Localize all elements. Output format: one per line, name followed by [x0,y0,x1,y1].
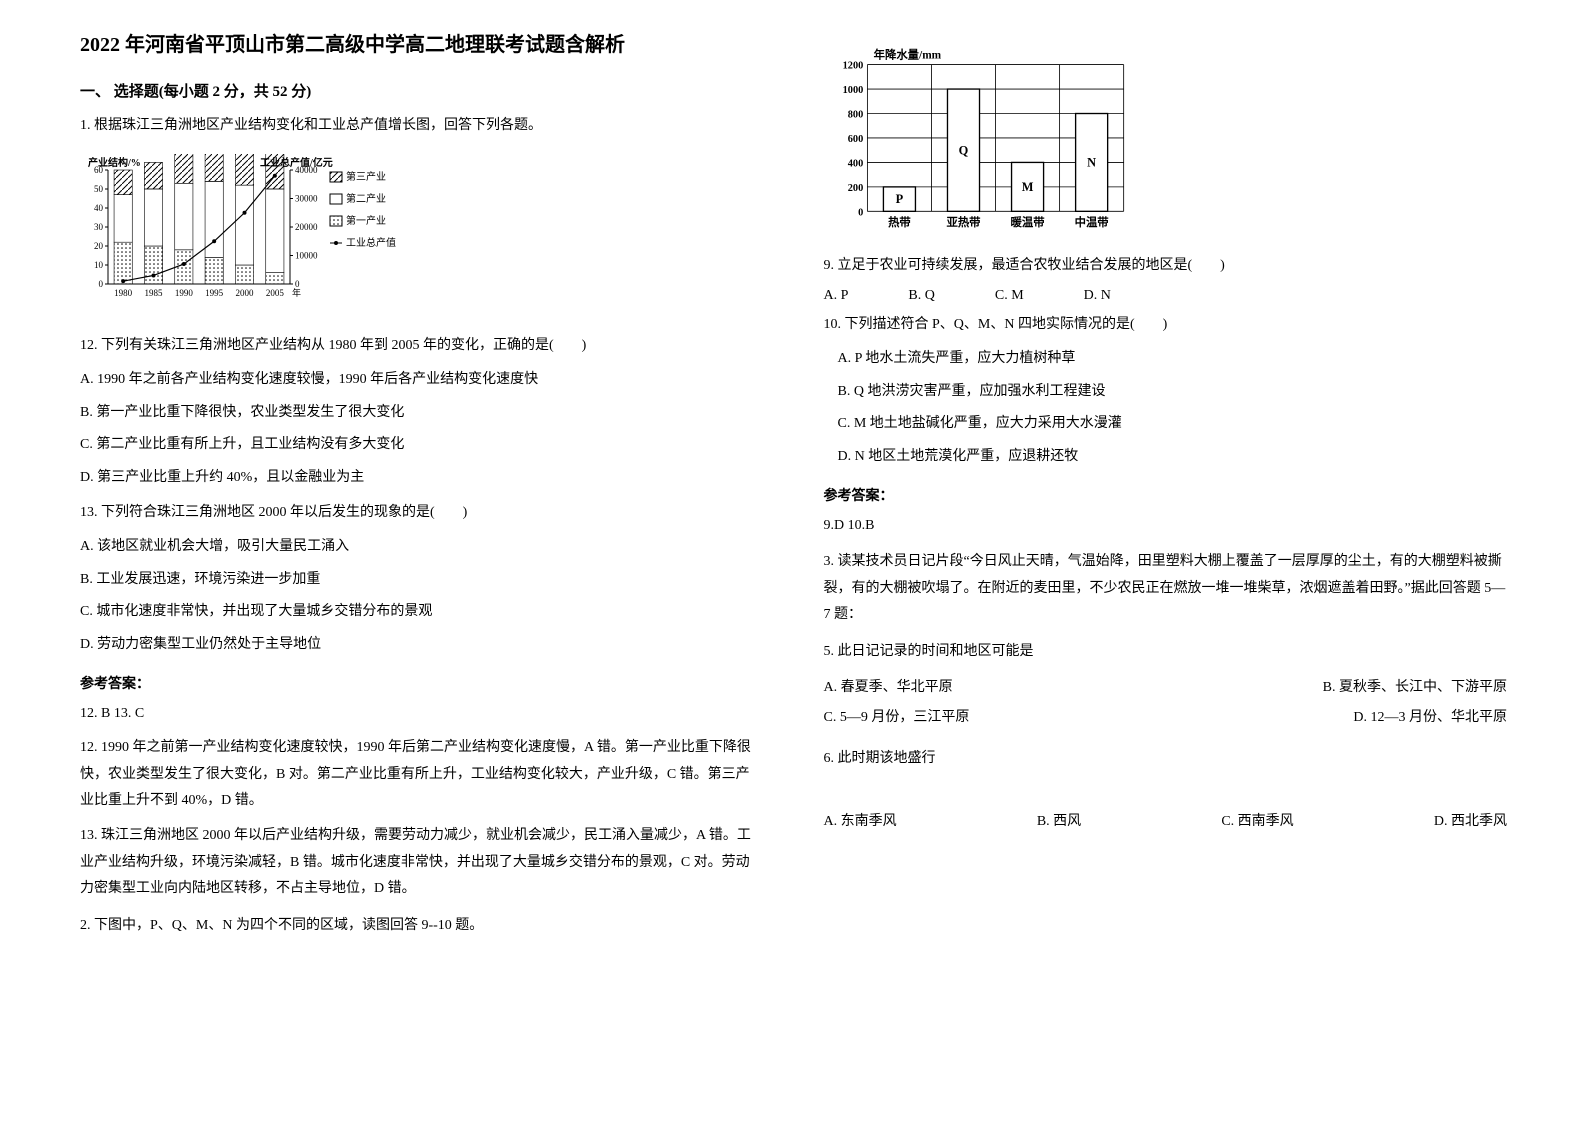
svg-text:600: 600 [847,134,863,145]
left-column: 2022 年河南省平顶山市第二高级中学高二地理联考试题含解析 一、 选择题(每小… [50,30,794,1092]
svg-text:10: 10 [94,260,104,270]
svg-text:40: 40 [94,203,104,213]
svg-text:2000: 2000 [236,288,255,298]
q3-stem: 3. 读某技术员日记片段“今日风止天晴，气温始降，田里塑料大棚上覆盖了一层厚厚的… [824,549,1508,629]
expl-13: 13. 珠江三角洲地区 2000 年以后产业结构升级，需要劳动力减少，就业机会减… [80,823,764,903]
svg-text:年: 年 [292,287,301,298]
q6-opt-a: A. 东南季风 [824,810,897,830]
svg-text:年降水量/mm: 年降水量/mm [873,47,941,61]
svg-text:200: 200 [847,183,863,194]
svg-text:工业总产值: 工业总产值 [346,236,396,249]
svg-text:1995: 1995 [205,288,224,298]
ans-12-13: 12. B 13. C [80,701,764,728]
svg-text:热带: 热带 [888,215,911,229]
q9-opt-a: A. P [824,288,849,304]
svg-text:1980: 1980 [114,288,133,298]
svg-text:20: 20 [94,241,104,251]
q12: 12. 下列有关珠江三角洲地区产业结构从 1980 年到 2005 年的变化，正… [80,333,764,360]
q1-stem: 1. 根据珠江三角洲地区产业结构变化和工业总产值增长图，回答下列各题。 [80,113,764,140]
svg-text:20000: 20000 [295,222,318,232]
q6-opt-b: B. 西风 [1037,810,1081,830]
q13-opt-b: B. 工业发展迅速，环境污染进一步加重 [80,567,764,594]
svg-text:1200: 1200 [842,61,863,72]
q5-opt-b: B. 夏秋季、长江中、下游平原 [1323,676,1507,696]
svg-text:第三产业: 第三产业 [346,170,386,183]
q10-opt-a: A. P 地水土流失严重，应大力植树种草 [824,346,1508,373]
doc-title: 2022 年河南省平顶山市第二高级中学高二地理联考试题含解析 [80,30,764,60]
svg-text:P: P [895,192,903,206]
svg-text:第一产业: 第一产业 [346,214,386,227]
ans-9-10: 9.D 10.B [824,513,1508,540]
svg-text:50: 50 [94,184,104,194]
svg-text:N: N [1087,156,1096,170]
expl-12: 12. 1990 年之前第一产业结构变化速度较快，1990 年后第二产业结构变化… [80,735,764,815]
svg-text:M: M [1021,180,1033,194]
q13-opt-c: C. 城市化速度非常快，并出现了大量城乡交错分布的景观 [80,599,764,626]
q10-opt-c: C. M 地土地盐碱化严重，应大力采用大水漫灌 [824,411,1508,438]
q5-opt-d: D. 12—3 月份、华北平原 [1353,706,1507,726]
q10-opt-d: D. N 地区土地荒漠化严重，应退耕还牧 [824,444,1508,471]
section-1-heading: 一、 选择题(每小题 2 分，共 52 分) [80,80,764,101]
svg-text:400: 400 [847,159,863,170]
q13-opt-a: A. 该地区就业机会大增，吸引大量民工涌入 [80,534,764,561]
svg-text:中温带: 中温带 [1074,215,1109,229]
q5-opt-a: A. 春夏季、华北平原 [824,676,953,696]
q12-opt-a: A. 1990 年之前各产业结构变化速度较慢，1990 年后各产业结构变化速度快 [80,367,764,394]
q9-opts: A. P B. Q C. M D. N [824,288,1508,304]
q9-opt-c: C. M [995,288,1024,304]
svg-text:10000: 10000 [295,250,318,260]
right-column: 年降水量/mm 0 200 400 600 800 1000 1200 P Q M N 热带 亚热带 暖温带… [794,30,1538,1092]
svg-text:2005: 2005 [266,288,285,298]
svg-text:1000: 1000 [842,85,863,96]
q2-stem: 2. 下图中，P、Q、M、N 为四个不同的区域，读图回答 9--10 题。 [80,913,764,940]
q9: 9. 立足于农业可持续发展，最适合农牧业结合发展的地区是( ) [824,253,1508,280]
q6: 6. 此时期该地盛行 [824,746,1508,773]
q12-opt-d: D. 第三产业比重上升约 40%，且以金融业为主 [80,465,764,492]
q5: 5. 此日记记录的时间和地区可能是 [824,639,1508,666]
svg-text:0: 0 [99,279,104,289]
q9-opt-d: D. N [1084,288,1111,304]
svg-text:Q: Q [958,143,968,157]
q12-opt-b: B. 第一产业比重下降很快，农业类型发生了很大变化 [80,400,764,427]
svg-text:暖温带: 暖温带 [1010,215,1045,229]
svg-text:800: 800 [847,110,863,121]
svg-text:1990: 1990 [175,288,194,298]
q13-opt-d: D. 劳动力密集型工业仍然处于主导地位 [80,632,764,659]
svg-text:30: 30 [94,222,104,232]
svg-text:1985: 1985 [145,288,164,298]
q10-opt-b: B. Q 地洪涝灾害严重，应加强水利工程建设 [824,379,1508,406]
q12-opt-c: C. 第二产业比重有所上升，且工业结构没有多大变化 [80,432,764,459]
svg-text:0: 0 [858,207,863,218]
answer-label-2: 参考答案： [824,485,1508,505]
chart-2: 年降水量/mm 0 200 400 600 800 1000 1200 P Q M N 热带 亚热带 暖温带… [824,44,1508,239]
q10: 10. 下列描述符合 P、Q、M、N 四地实际情况的是( ) [824,312,1508,339]
answer-label-1: 参考答案： [80,673,764,693]
q9-opt-b: B. Q [908,288,934,304]
q5-opt-c: C. 5—9 月份，三江平原 [824,706,970,726]
svg-text:30000: 30000 [295,193,318,203]
q6-opt-d: D. 西北季风 [1434,810,1507,830]
svg-text:第二产业: 第二产业 [346,192,386,205]
chart-1: 0102030405060010000200003000040000产业结构/%… [80,154,764,319]
svg-text:亚热带: 亚热带 [946,215,981,229]
q13: 13. 下列符合珠江三角洲地区 2000 年以后发生的现象的是( ) [80,500,764,527]
q6-opt-c: C. 西南季风 [1221,810,1293,830]
svg-text:产业结构/%: 产业结构/% [88,156,141,169]
